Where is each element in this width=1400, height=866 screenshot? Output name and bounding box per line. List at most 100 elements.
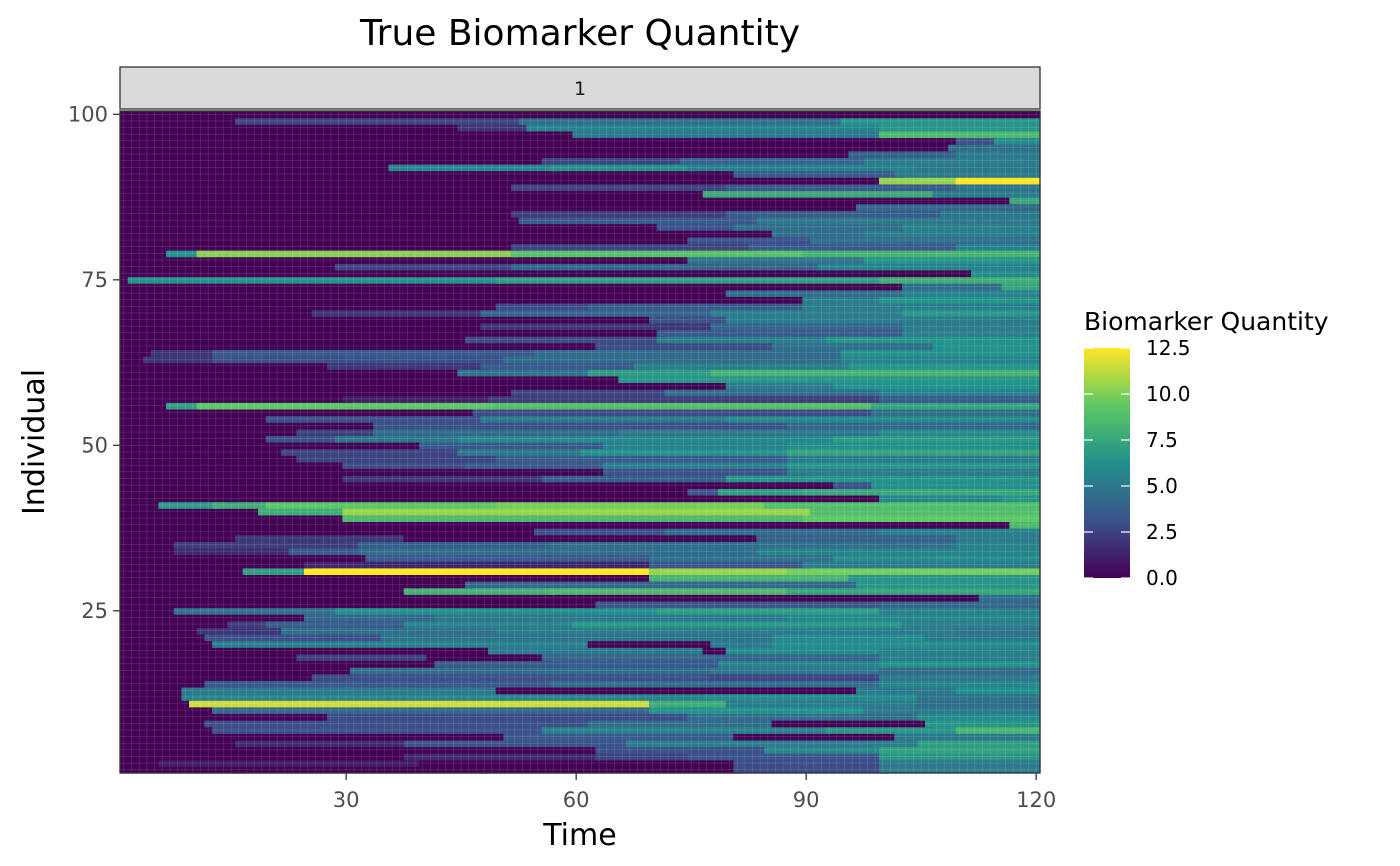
heatmap-cell xyxy=(917,693,1041,701)
heatmap-cell xyxy=(756,216,1041,225)
heatmap-cell xyxy=(495,501,773,509)
heatmap-cell xyxy=(120,197,688,205)
heatmap-cell xyxy=(120,203,681,211)
heatmap-cell xyxy=(120,144,811,152)
legend-colorbar xyxy=(1084,348,1130,578)
heatmap-cell xyxy=(879,759,1041,767)
heatmap-cell xyxy=(687,163,926,172)
heatmap-cell xyxy=(120,183,520,192)
heatmap-cell xyxy=(150,349,221,357)
y-tick-label: 50 xyxy=(81,433,108,457)
heatmap-cell xyxy=(955,627,1041,635)
x-tick-label: 90 xyxy=(793,788,820,812)
heatmap-cell xyxy=(725,382,842,390)
heatmap-cell xyxy=(879,528,1041,536)
heatmap-cell xyxy=(511,389,673,397)
heatmap-cell xyxy=(380,633,780,642)
heatmap-cell xyxy=(1009,197,1041,205)
heatmap-cell xyxy=(212,706,658,715)
y-axis-title: Individual xyxy=(17,369,52,515)
heatmap-cell xyxy=(304,567,658,575)
heatmap-cell xyxy=(419,269,980,278)
heatmap-cell xyxy=(265,435,343,443)
heatmap-cell xyxy=(120,395,351,403)
heatmap-cell xyxy=(120,468,428,476)
heatmap-cell xyxy=(902,289,1041,297)
heatmap-cell xyxy=(158,759,428,767)
heatmap-cell xyxy=(733,223,911,231)
heatmap-cell xyxy=(173,369,466,377)
heatmap-cell xyxy=(848,150,964,158)
x-tick-label: 120 xyxy=(1016,788,1056,812)
heatmap-cell xyxy=(120,130,581,139)
heatmap-cell xyxy=(304,561,658,569)
heatmap-cell xyxy=(120,766,244,774)
heatmap-cell xyxy=(120,620,236,628)
heatmap-cell xyxy=(802,521,1018,529)
y-axis: 25 50 75 100 xyxy=(68,102,120,623)
heatmap-cell xyxy=(120,137,926,145)
heatmap-cell xyxy=(495,302,596,311)
heatmap-cell xyxy=(120,250,175,258)
heatmap-cell xyxy=(787,461,1041,470)
heatmap-cell xyxy=(994,137,1041,145)
heatmap-cell xyxy=(879,680,1041,688)
heatmap-cell xyxy=(296,667,359,675)
heatmap-cell xyxy=(572,236,696,244)
heatmap-cell xyxy=(388,163,558,172)
heatmap-cell xyxy=(718,488,811,496)
heatmap-cell xyxy=(465,461,612,470)
heatmap-cell xyxy=(120,554,198,562)
heatmap-cell xyxy=(787,468,1041,476)
heatmap-cell xyxy=(120,170,489,178)
heatmap-cell xyxy=(120,475,351,483)
heatmap-cell xyxy=(955,137,1003,145)
heatmap-cell xyxy=(204,680,558,688)
heatmap-cell xyxy=(955,686,1041,695)
heatmap-cell xyxy=(802,250,1041,258)
heatmap-cell xyxy=(426,653,550,662)
heatmap-cell xyxy=(403,594,987,602)
heatmap-cell xyxy=(120,150,627,158)
heatmap-cell xyxy=(120,111,1041,119)
heatmap-cell xyxy=(120,342,336,350)
heatmap-cell xyxy=(1009,521,1041,529)
heatmap-cell xyxy=(472,408,880,417)
heatmap-cell xyxy=(196,402,504,410)
heatmap-cell xyxy=(250,574,658,582)
heatmap-cell xyxy=(725,183,964,192)
heatmap-cell xyxy=(879,130,1041,139)
heatmap-cell xyxy=(235,534,412,542)
heatmap-cell xyxy=(863,706,1041,715)
heatmap-cell xyxy=(802,144,888,152)
heatmap-cell xyxy=(120,263,343,271)
heatmap-cell xyxy=(120,653,305,662)
heatmap-cell xyxy=(419,468,612,476)
heatmap-cell xyxy=(863,256,1041,264)
heatmap-cell xyxy=(465,581,865,589)
facet-strip-label: 1 xyxy=(574,78,586,100)
heatmap-cell xyxy=(120,355,152,364)
heatmap-cell xyxy=(258,508,351,516)
heatmap-cell xyxy=(204,720,596,728)
heatmap-cell xyxy=(480,309,719,317)
heatmap-cell xyxy=(587,720,780,728)
heatmap-cell xyxy=(120,448,290,456)
heatmap-cell xyxy=(511,263,826,271)
heatmap-cell xyxy=(626,739,926,748)
heatmap-cell xyxy=(879,607,1041,615)
heatmap-cell xyxy=(917,700,1041,708)
heatmap-cell xyxy=(955,177,1041,185)
heatmap-cell xyxy=(710,667,888,675)
heatmap-cell xyxy=(120,329,397,337)
heatmap-cell xyxy=(771,230,872,238)
heatmap-cell xyxy=(120,157,550,165)
heatmap-cell xyxy=(120,236,581,244)
heatmap-cell xyxy=(541,475,734,483)
heatmap-cell xyxy=(120,594,412,602)
heatmap-cell xyxy=(971,269,1041,278)
heatmap-cell xyxy=(587,302,811,311)
heatmap-cell xyxy=(787,442,1041,450)
heatmap-cell xyxy=(120,362,336,370)
heatmap-cell xyxy=(764,501,1041,509)
